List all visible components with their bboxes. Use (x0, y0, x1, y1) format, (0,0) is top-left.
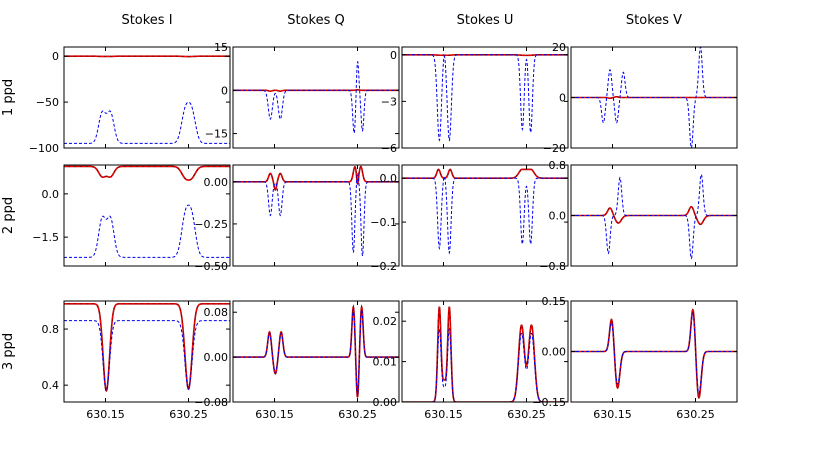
y-tick-label: −100 (29, 142, 59, 155)
axes-frame (63, 46, 231, 149)
column-title: Stokes Q (287, 13, 345, 28)
y-tick-label: 0 (221, 84, 228, 97)
series-red-dashed (64, 303, 230, 392)
y-tick-label: 0.01 (373, 356, 398, 369)
y-tick-label: −15 (205, 128, 228, 141)
subplot-r1-c2: 0.0 −0.1 −0.2 (370, 164, 569, 273)
subplot-r1-c1: 0.00 −0.25 −0.50 (194, 164, 400, 273)
y-tick-label: 0.08 (204, 306, 229, 319)
y-tick-label: −50 (36, 96, 59, 109)
y-tick-label: 0.8 (42, 323, 60, 336)
subplot-r2-c0: 0.8 0.4 630.15 630.25 (42, 300, 231, 421)
row-label: 1 ppd (1, 79, 16, 116)
y-tick-label: 0.00 (204, 351, 229, 364)
row-label: 2 ppd (1, 197, 16, 234)
subplot-r0-c1: 15 0 −15 (205, 41, 400, 149)
series-blue-dashed (571, 313, 737, 394)
row-label: 3 ppd (1, 333, 16, 370)
y-tick-label: 0.0 (549, 210, 567, 223)
series-blue-dashed (64, 320, 230, 392)
series-blue-dashed (402, 54, 568, 142)
subplot-r2-c3: 0.15 0.00 −0.15 630.15 630.25 (532, 295, 738, 421)
series-solid (571, 308, 737, 399)
series-solid (233, 165, 399, 192)
subplot-r2-c1: 0.08 0.00 −0.08 630.15 630.25 (194, 300, 400, 421)
axes-frame (401, 164, 569, 267)
series-blue-dashed (233, 172, 399, 257)
series-red-dashed (402, 168, 568, 179)
column-title: Stokes I (121, 13, 172, 28)
y-tick-label: −0.08 (194, 396, 228, 409)
y-tick-label: 0.0 (380, 172, 398, 185)
x-tick-label: 630.15 (86, 408, 125, 421)
x-tick-label: 630.25 (676, 408, 715, 421)
y-tick-label: −0.2 (370, 260, 397, 273)
axes-frame (63, 164, 231, 267)
y-tick-label: 0.8 (549, 159, 567, 172)
series-blue-dashed (64, 101, 230, 144)
subplot-r1-c3: 0.8 0.0 −0.8 (539, 159, 738, 273)
x-tick-label: 630.25 (338, 408, 377, 421)
y-tick-label: −3 (381, 95, 397, 108)
y-tick-label: 0.15 (542, 295, 567, 308)
series-solid (402, 168, 568, 179)
y-tick-label: 15 (214, 41, 228, 54)
x-tick-label: 630.25 (169, 408, 208, 421)
axes-frame (232, 164, 400, 267)
axes-frame (232, 46, 400, 149)
y-tick-label: 0.02 (373, 315, 398, 328)
x-tick-label: 630.25 (507, 408, 546, 421)
series-blue-dashed (64, 204, 230, 258)
y-tick-label: 0 (52, 50, 59, 63)
series-blue-dashed (233, 307, 399, 396)
series-blue-dashed (233, 60, 399, 135)
y-tick-label: 0.0 (42, 188, 60, 201)
y-tick-label: −1.5 (32, 231, 59, 244)
series-red-dashed (64, 165, 230, 181)
axes-frame (63, 300, 231, 403)
y-tick-label: 0 (559, 92, 566, 105)
y-tick-label: −0.1 (370, 216, 397, 229)
y-tick-label: 20 (552, 41, 566, 54)
series-red-dashed (233, 166, 399, 191)
series-red-dashed (571, 309, 737, 399)
series-blue-dashed (402, 327, 568, 402)
x-tick-label: 630.15 (424, 408, 463, 421)
series-blue-dashed (571, 173, 737, 260)
column-title: Stokes U (457, 13, 514, 28)
y-tick-label: 0.00 (542, 346, 567, 359)
series-blue-dashed (402, 175, 568, 255)
y-tick-label: −0.50 (194, 260, 228, 273)
x-tick-label: 630.15 (255, 408, 294, 421)
subplot-r0-c0: 0 −50 −100 (29, 46, 231, 155)
y-tick-label: 0.4 (42, 379, 60, 392)
subplot-r0-c3: 20 0 −20 (543, 41, 738, 155)
axes-frame (232, 300, 400, 403)
axes-frame (401, 300, 569, 403)
y-tick-label: 0.00 (204, 176, 229, 189)
y-tick-label: −0.8 (539, 260, 566, 273)
y-tick-label: −6 (381, 142, 397, 155)
column-title: Stokes V (626, 13, 682, 28)
subplot-r0-c2: 0 −3 −6 (381, 46, 569, 155)
axes-frame (401, 46, 569, 149)
y-tick-label: −20 (543, 142, 566, 155)
y-tick-label: 0 (390, 49, 397, 62)
y-tick-label: 0.00 (373, 396, 398, 409)
subplot-r2-c2: 0.02 0.01 0.00 630.15 630.25 (373, 300, 569, 421)
subplot-r1-c0: 0.0 −1.5 (32, 164, 231, 267)
series-blue-dashed (571, 47, 737, 148)
x-tick-label: 630.15 (593, 408, 632, 421)
y-tick-label: −0.25 (194, 218, 228, 231)
y-tick-label: −0.15 (532, 396, 566, 409)
